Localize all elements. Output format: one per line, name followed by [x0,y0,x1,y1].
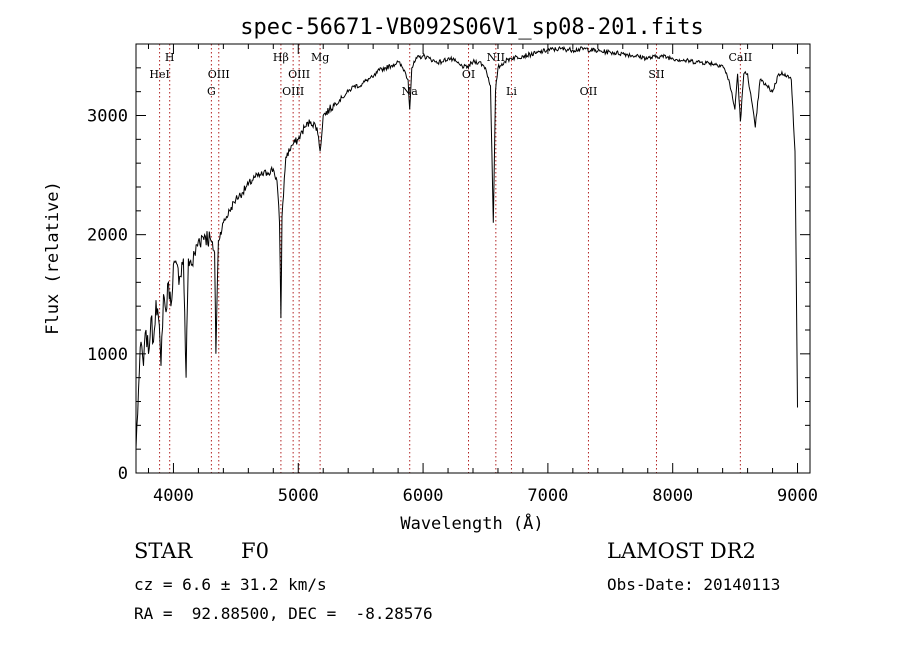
survey-name: LAMOST DR2 [607,539,756,563]
x-tick-label: 9000 [777,486,818,506]
y-tick-label: 1000 [87,345,128,365]
plot-frame [135,43,811,474]
x-tick-label: 6000 [403,486,444,506]
line-marker-label: OIII [288,68,310,81]
line-marker-label: Mg [311,51,329,64]
y-axis-ticks: 0 1000 2000 3000 [87,43,810,484]
line-marker-label: CaII [729,51,753,64]
line-marker-label: H [165,51,175,64]
line-marker-label: Na [402,85,419,98]
line-marker-label: OII [580,85,598,98]
x-axis-label: Wavelength (Å) [400,512,543,534]
sky-coordinates: RA = 92.88500, DEC = -8.28576 [134,604,433,623]
x-tick-label: 5000 [278,486,319,506]
x-tick-label: 7000 [527,486,568,506]
y-tick-label: 0 [118,464,128,484]
observation-date: Obs-Date: 20140113 [607,575,781,594]
line-marker-label: G [207,85,216,98]
y-tick-label: 2000 [87,226,128,246]
line-marker-label: SII [648,68,664,81]
object-subclass: F0 [241,539,269,563]
x-tick-label: 8000 [652,486,693,506]
line-marker-label: Li [506,85,517,98]
x-tick-label: 4000 [153,486,194,506]
x-axis-ticks: 4000 5000 6000 7000 8000 9000 [147,44,818,506]
chart-title: spec-56671-VB092S06V1_sp08-201.fits [240,15,704,40]
spectral-line-markers [159,44,741,473]
line-marker-label: OIII [282,85,304,98]
y-axis-label: Flux (relative) [43,181,63,335]
redshift-value: cz = 6.6 ± 31.2 km/s [134,575,327,594]
line-marker-label: OI [462,68,475,81]
line-marker-label: NII [487,51,505,64]
line-marker-label: Hβ [273,51,289,64]
object-class: STAR [134,539,193,563]
y-tick-label: 3000 [87,107,128,127]
line-marker-label: OIII [208,68,230,81]
line-marker-label: HeI [149,68,169,81]
spectrum-line [135,45,798,450]
